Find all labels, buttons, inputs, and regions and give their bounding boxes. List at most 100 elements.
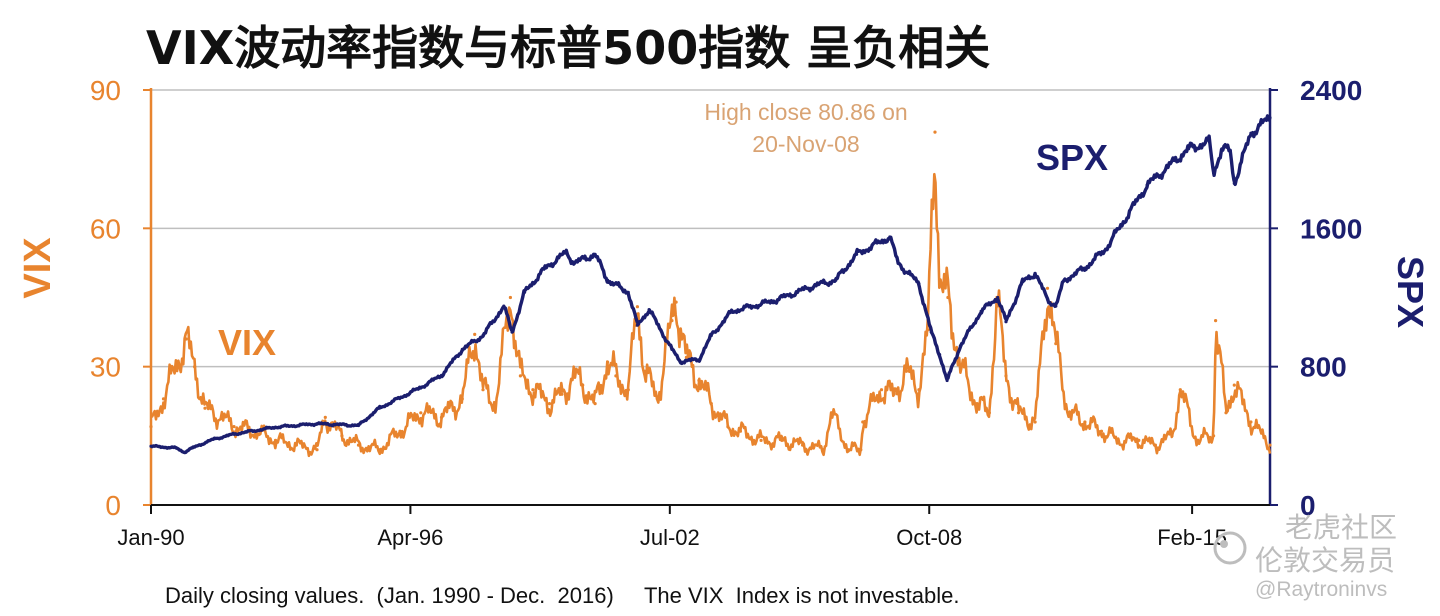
vix-point-64 bbox=[1004, 374, 1008, 378]
vix-point-6 bbox=[220, 415, 224, 419]
vix-point-12 bbox=[323, 415, 327, 419]
spx-point-27 bbox=[678, 359, 682, 364]
vix-point-10 bbox=[294, 443, 298, 447]
chart-title: VIX波动率指数与标普500指数 呈负相关 bbox=[146, 21, 990, 75]
annotation-high-close-line1: High close 80.86 on bbox=[704, 99, 907, 125]
x-tick-label-0: Jan-90 bbox=[117, 525, 184, 550]
spx-point-3 bbox=[190, 446, 195, 450]
spx-point-37 bbox=[917, 282, 921, 286]
left-tick-label-2: 60 bbox=[90, 213, 121, 244]
spx-point-2 bbox=[182, 450, 186, 454]
vix-point-19 bbox=[460, 397, 464, 401]
x-tick-label-1: Apr-96 bbox=[377, 525, 443, 550]
vix-point-74 bbox=[1153, 443, 1157, 447]
vix-point-11 bbox=[315, 448, 319, 452]
vix-point-45 bbox=[780, 438, 784, 442]
vix-point-76 bbox=[1178, 388, 1182, 392]
vix-point-34 bbox=[635, 305, 640, 309]
vix-point-4 bbox=[193, 365, 197, 369]
spx-point-47 bbox=[1045, 297, 1050, 301]
vix-point-3 bbox=[184, 337, 188, 341]
vix-point-0 bbox=[149, 425, 153, 429]
vix-point-44 bbox=[759, 438, 763, 442]
spx-point-46 bbox=[1033, 271, 1037, 275]
vix-point-77 bbox=[1195, 438, 1199, 442]
vix-point-7 bbox=[232, 425, 236, 429]
vix-point-42 bbox=[726, 425, 730, 429]
vix-point-23 bbox=[508, 295, 512, 300]
right-axis-title: SPX bbox=[1390, 256, 1431, 328]
gridlines bbox=[151, 89, 1270, 368]
vix-point-27 bbox=[560, 392, 564, 396]
right-tick-label-0: 0 bbox=[1300, 490, 1316, 521]
vix-point-66 bbox=[1033, 420, 1037, 424]
vix-point-41 bbox=[709, 402, 713, 406]
right-tick-label-2: 1600 bbox=[1300, 213, 1362, 244]
vix-point-37 bbox=[670, 319, 674, 323]
vix-point-26 bbox=[547, 402, 552, 406]
x-axis: Jan-90 Apr-96 Jul-02 Oct-08 Feb-15 bbox=[117, 504, 1270, 550]
spx-point-0 bbox=[149, 444, 153, 448]
vix-point-25 bbox=[531, 388, 535, 392]
footnote: Daily closing values. (Jan. 1990 - Dec. … bbox=[165, 583, 959, 608]
right-tick-label-3: 2400 bbox=[1300, 75, 1362, 106]
spx-point-44 bbox=[1004, 320, 1008, 324]
vix-point-60 bbox=[958, 365, 963, 369]
vix-point-67 bbox=[1045, 286, 1050, 290]
vix-point-35 bbox=[643, 369, 647, 373]
spx-point-57 bbox=[1228, 148, 1232, 153]
vix-point-9 bbox=[273, 438, 278, 442]
vix-point-83 bbox=[1268, 443, 1272, 447]
vix-point-36 bbox=[655, 397, 660, 401]
vix-point-16 bbox=[398, 429, 402, 433]
vix-point-40 bbox=[697, 378, 701, 383]
vix-point-61 bbox=[975, 402, 979, 406]
vix-point-30 bbox=[593, 402, 597, 406]
vix-point-58 bbox=[938, 282, 942, 286]
left-axis: 0 30 60 90 VIX bbox=[17, 75, 153, 521]
spx-point-28 bbox=[697, 358, 701, 362]
spx-point-26 bbox=[670, 347, 674, 351]
spx-point-45 bbox=[1021, 280, 1025, 284]
vix-series-label: VIX bbox=[218, 322, 276, 363]
vix-point-29 bbox=[581, 383, 585, 387]
spx-point-25 bbox=[647, 308, 651, 312]
vix-point-56 bbox=[926, 328, 930, 332]
spx-point-55 bbox=[1212, 171, 1216, 175]
vix-point-62 bbox=[987, 411, 992, 415]
watermark-line1: 老虎社区 bbox=[1285, 511, 1397, 544]
spx-point-10 bbox=[398, 396, 402, 400]
vix-point-80 bbox=[1224, 411, 1228, 415]
vix-point-51 bbox=[861, 420, 865, 424]
vix-point-55 bbox=[917, 388, 921, 392]
spx-point-4 bbox=[211, 437, 215, 441]
vix-point-39 bbox=[684, 355, 689, 359]
spx-point-23 bbox=[626, 290, 630, 294]
vix-point-13 bbox=[340, 434, 344, 438]
vix-point-22 bbox=[493, 402, 498, 406]
watermark-icon-inner bbox=[1220, 540, 1228, 548]
spx-point-6 bbox=[273, 425, 278, 429]
spx-point-51 bbox=[1104, 247, 1108, 251]
vix-point-71 bbox=[1099, 429, 1104, 433]
spx-point-16 bbox=[510, 330, 514, 334]
spx-point-59 bbox=[1249, 131, 1253, 135]
spx-point-7 bbox=[315, 422, 319, 426]
vix-point-14 bbox=[356, 443, 361, 447]
vix-point-31 bbox=[606, 360, 610, 364]
vix-point-32 bbox=[614, 374, 618, 378]
spx-point-9 bbox=[377, 406, 381, 410]
vix-point-48 bbox=[830, 411, 834, 415]
vix-point-69 bbox=[1066, 411, 1070, 415]
watermark-icon bbox=[1213, 531, 1247, 565]
annotation-high-close-line2: 20-Nov-08 bbox=[752, 131, 859, 157]
spx-point-15 bbox=[502, 304, 506, 308]
spx-point-50 bbox=[1083, 266, 1087, 270]
spx-point-1 bbox=[174, 446, 178, 450]
watermark-line3: @Raytroninvs bbox=[1255, 578, 1387, 601]
vix-point-1 bbox=[161, 397, 166, 401]
left-tick-label-1: 30 bbox=[90, 352, 121, 383]
vix-point-15 bbox=[377, 448, 381, 452]
vix-point-18 bbox=[439, 415, 444, 419]
vix-point-49 bbox=[846, 448, 850, 452]
